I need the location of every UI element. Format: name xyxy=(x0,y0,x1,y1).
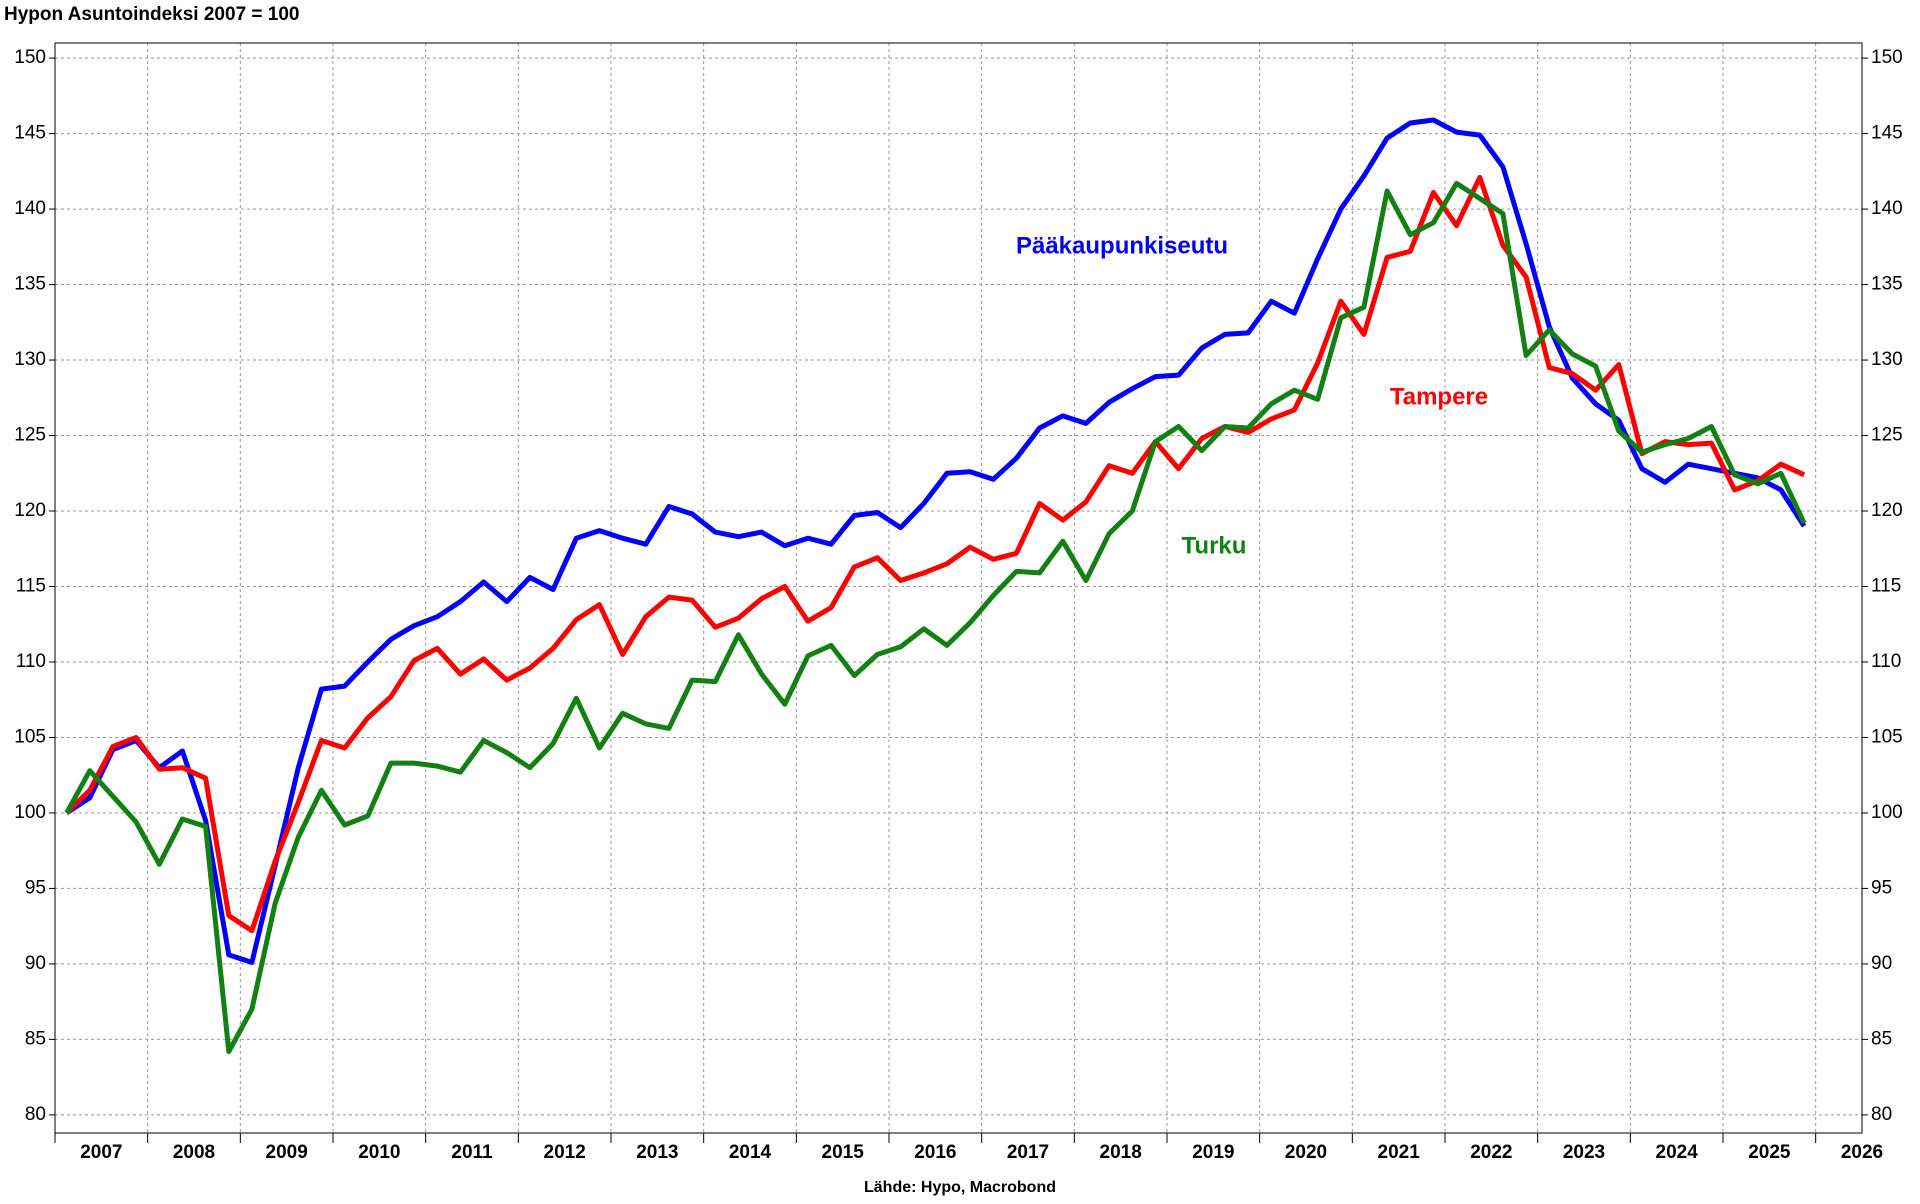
x-tick-label: 2015 xyxy=(822,1142,865,1163)
y-tick-label: 145 xyxy=(14,123,46,144)
y2-tick-label: 90 xyxy=(1871,953,1892,974)
x-tick-label: 2019 xyxy=(1192,1142,1234,1163)
x-tick-label: 2024 xyxy=(1656,1142,1699,1163)
x-tick-label: 2014 xyxy=(729,1142,772,1163)
y-tick-label: 100 xyxy=(14,802,46,823)
series-line xyxy=(64,180,1807,1054)
x-tick-label: 2013 xyxy=(636,1142,678,1163)
y2-tick-label: 130 xyxy=(1871,349,1903,370)
y2-tick-label: 140 xyxy=(1871,198,1903,219)
x-tick-label: 2022 xyxy=(1470,1142,1512,1163)
y2-tick-label: 105 xyxy=(1871,726,1903,747)
y2-tick-label: 85 xyxy=(1871,1028,1892,1049)
x-tick-label: 2026 xyxy=(1841,1142,1883,1163)
y-tick-label: 115 xyxy=(16,576,46,597)
x-tick-label: 2011 xyxy=(451,1142,493,1163)
y2-tick-label: 80 xyxy=(1871,1104,1892,1125)
y-tick-label: 80 xyxy=(25,1104,46,1125)
y-tick-label: 135 xyxy=(14,274,46,295)
y-tick-label: 90 xyxy=(25,953,46,974)
y2-tick-label: 115 xyxy=(1871,576,1901,597)
x-tick-label: 2010 xyxy=(358,1142,400,1163)
y2-tick-label: 100 xyxy=(1871,802,1903,823)
y-tick-label: 140 xyxy=(14,198,46,219)
x-tick-label: 2020 xyxy=(1285,1142,1327,1163)
y-tick-label: 130 xyxy=(14,349,46,370)
y2-tick-label: 120 xyxy=(1871,500,1903,521)
y2-tick-label: 150 xyxy=(1871,47,1903,68)
x-tick-label: 2025 xyxy=(1748,1142,1791,1163)
series-line xyxy=(64,174,1806,934)
x-tick-label: 2008 xyxy=(173,1142,215,1163)
x-tick-label: 2018 xyxy=(1100,1142,1142,1163)
x-tick-label: 2007 xyxy=(80,1142,122,1163)
x-tick-label: 2012 xyxy=(544,1142,586,1163)
y-tick-label: 105 xyxy=(14,726,46,747)
chart-title: Hypon Asuntoindeksi 2007 = 100 xyxy=(4,4,299,25)
source: Lähde: Hypo, Macrobond xyxy=(864,1179,1056,1196)
plot-frame xyxy=(54,42,1863,1134)
series-label: Turku xyxy=(1182,532,1247,559)
y2-tick-label: 95 xyxy=(1871,877,1892,898)
y2-tick-label: 110 xyxy=(1871,651,1901,672)
x-tick-label: 2016 xyxy=(914,1142,956,1163)
y-tick-label: 125 xyxy=(14,425,46,446)
x-tick-label: 2017 xyxy=(1007,1142,1049,1163)
series-label: Tampere xyxy=(1390,383,1488,410)
series-label: Pääkaupunkiseutu xyxy=(1016,232,1228,259)
x-tick-label: 2023 xyxy=(1563,1142,1605,1163)
y-tick-label: 85 xyxy=(25,1028,46,1049)
y-tick-label: 95 xyxy=(25,877,46,898)
y-tick-label: 120 xyxy=(14,500,46,521)
series-line xyxy=(65,117,1807,965)
x-tick-label: 2009 xyxy=(266,1142,308,1163)
y-tick-label: 110 xyxy=(16,651,46,672)
y-tick-label: 150 xyxy=(14,47,46,68)
y2-tick-label: 125 xyxy=(1871,425,1903,446)
y2-tick-label: 135 xyxy=(1871,274,1903,295)
x-tick-label: 2021 xyxy=(1378,1142,1421,1163)
y2-tick-label: 145 xyxy=(1871,123,1903,144)
